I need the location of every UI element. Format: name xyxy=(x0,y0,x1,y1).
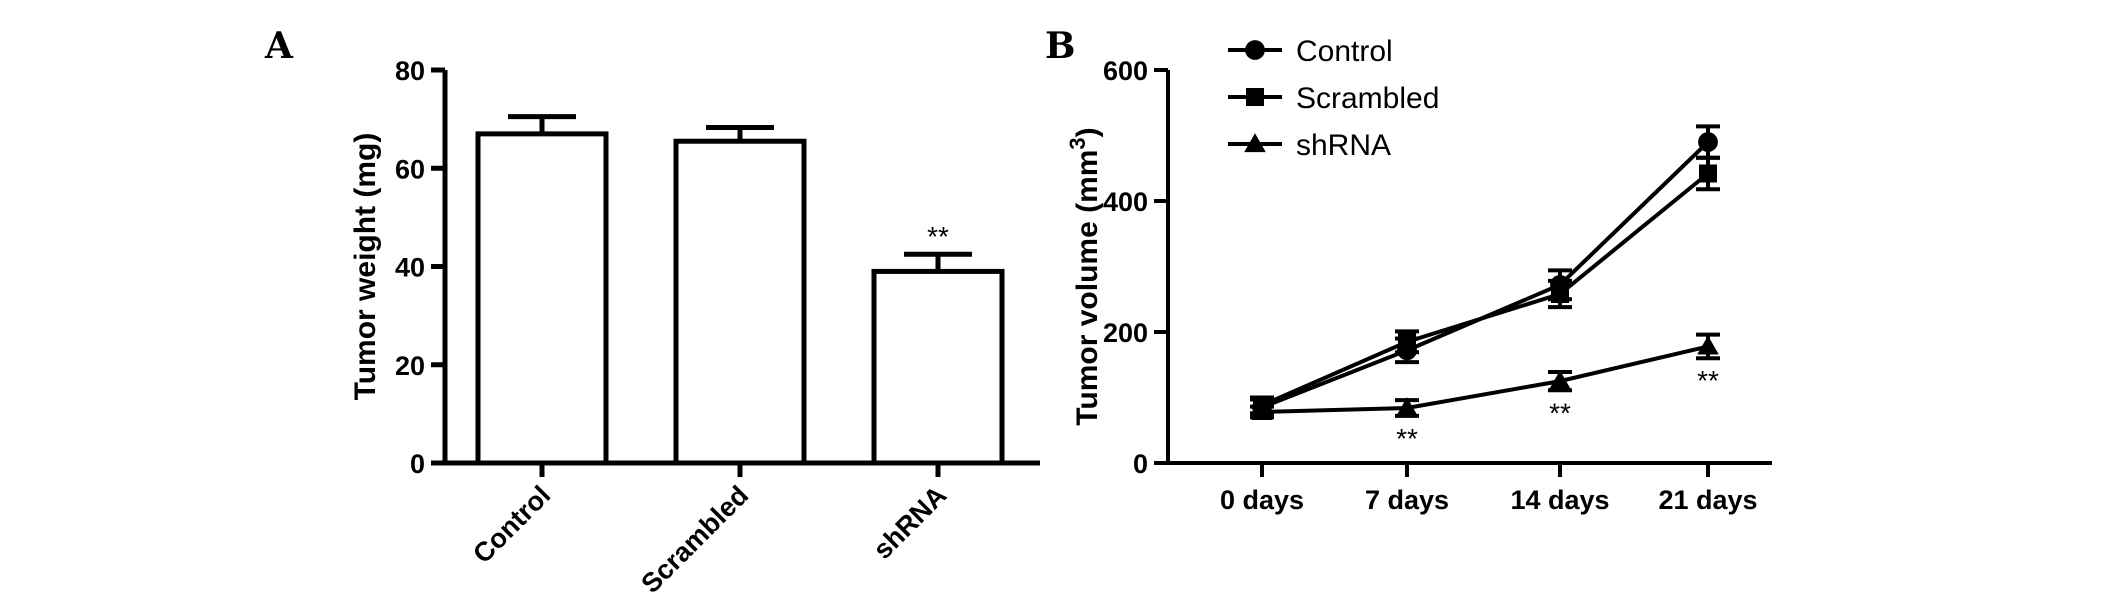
legend-label: Scrambled xyxy=(1296,82,1439,115)
bar xyxy=(871,268,1005,466)
x-tick-label: 7 days xyxy=(1365,485,1449,515)
data-point xyxy=(1697,335,1719,355)
x-tick-label: 21 days xyxy=(1658,485,1757,515)
series-line xyxy=(1261,344,1709,414)
y-axis-title-close: ) xyxy=(1071,127,1104,137)
legend-marker xyxy=(1246,88,1264,106)
y-tick-label: 0 xyxy=(1133,449,1148,479)
significance-marker: ** xyxy=(927,221,949,252)
y-tick-label: 400 xyxy=(1103,187,1148,217)
panel-a-label: A xyxy=(264,25,294,67)
x-tick-label: Scrambled xyxy=(635,480,754,599)
data-point xyxy=(1396,397,1418,417)
series-control xyxy=(1250,124,1720,418)
data-point xyxy=(1398,332,1416,351)
data-point xyxy=(1251,401,1273,421)
legend-label: Control xyxy=(1296,35,1393,68)
panel-b-label: B xyxy=(1045,25,1075,67)
significance-marker: ** xyxy=(1396,423,1418,454)
y-tick-label: 40 xyxy=(395,253,425,283)
tumor-weight-bar-chart: 0 20 40 60 80 Tumor weight (mg) Control Scrambl… xyxy=(349,56,1040,599)
y-tick-label: 0 xyxy=(410,449,425,479)
y-axis-title: Tumor volume (mm3) xyxy=(1065,127,1104,425)
y-tick-label: 20 xyxy=(395,351,425,381)
x-tick-label: 14 days xyxy=(1510,485,1609,515)
legend: Control Scrambled shRNA xyxy=(1228,35,1439,162)
y-tick-label: 200 xyxy=(1103,318,1148,348)
data-point xyxy=(1699,164,1717,183)
x-tick-label: Control xyxy=(467,480,556,569)
legend-item: Scrambled xyxy=(1228,82,1439,115)
legend-item: shRNA xyxy=(1228,129,1391,162)
y-axis-title: Tumor weight (mg) xyxy=(349,133,382,401)
x-tick-label: 0 days xyxy=(1220,485,1304,515)
bar xyxy=(673,138,807,466)
data-point xyxy=(1551,285,1569,304)
y-axis-title-superscript: 3 xyxy=(1065,137,1090,149)
series-line xyxy=(1261,140,1710,410)
legend-label: shRNA xyxy=(1296,129,1391,162)
y-axis-title-main: Tumor volume (mm xyxy=(1071,150,1104,426)
data-point xyxy=(1549,370,1571,390)
legend-item: Control xyxy=(1228,35,1393,68)
y-tick-label: 600 xyxy=(1103,56,1148,86)
legend-marker xyxy=(1244,133,1266,153)
series-line xyxy=(1261,171,1710,408)
y-tick-label: 60 xyxy=(395,154,425,184)
tumor-volume-line-chart: 0 200 400 600 0 days 7 days 14 days 21 days Tumo… xyxy=(1065,35,1772,515)
bar xyxy=(475,131,609,466)
significance-marker: ** xyxy=(1549,397,1571,428)
legend-marker xyxy=(1245,40,1265,60)
significance-marker: ** xyxy=(1697,365,1719,396)
x-tick-label: shRNA xyxy=(867,480,952,565)
y-tick-label: 80 xyxy=(395,56,425,86)
data-point xyxy=(1698,132,1718,152)
series-shrna xyxy=(1250,332,1720,421)
